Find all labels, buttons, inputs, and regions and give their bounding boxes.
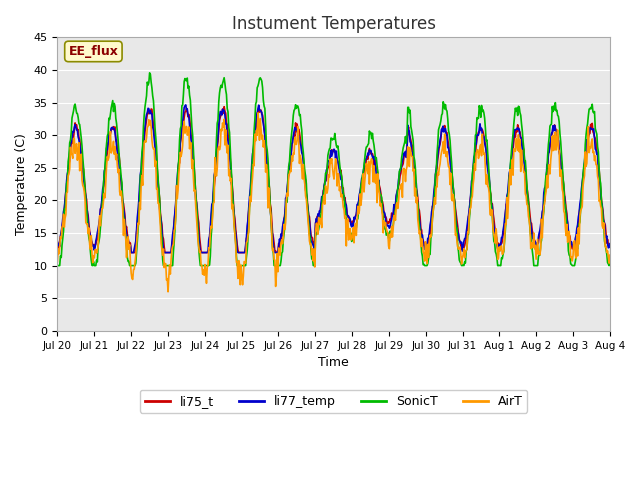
li77_temp — [177, 132, 185, 137]
SonicT — [54, 263, 61, 268]
li77_temp — [63, 170, 71, 176]
li77_temp — [54, 239, 61, 244]
X-axis label: Time: Time — [318, 356, 349, 369]
li75_t — [403, 149, 410, 155]
li77_temp — [182, 102, 189, 108]
Text: EE_flux: EE_flux — [68, 45, 118, 58]
AirT — [419, 240, 426, 246]
AirT — [606, 252, 614, 258]
Title: Instument Temperatures: Instument Temperatures — [232, 15, 436, 33]
AirT — [254, 110, 262, 116]
Line: li75_t: li75_t — [58, 107, 610, 252]
li75_t — [419, 240, 426, 245]
AirT — [54, 259, 61, 264]
Legend: li75_t, li77_temp, SonicT, AirT: li75_t, li77_temp, SonicT, AirT — [140, 390, 527, 413]
li77_temp — [419, 232, 426, 238]
SonicT — [606, 260, 614, 266]
SonicT — [177, 123, 185, 129]
SonicT — [63, 178, 71, 183]
li75_t — [127, 250, 135, 255]
SonicT — [120, 216, 128, 222]
li77_temp — [403, 155, 410, 160]
SonicT — [207, 253, 214, 259]
li75_t — [606, 244, 614, 250]
Line: AirT: AirT — [58, 113, 610, 292]
SonicT — [402, 133, 410, 139]
AirT — [177, 154, 185, 159]
Line: li77_temp: li77_temp — [58, 105, 610, 252]
li75_t — [54, 240, 61, 245]
AirT — [207, 231, 214, 237]
li77_temp — [127, 250, 135, 255]
AirT — [164, 289, 172, 295]
AirT — [403, 167, 410, 173]
AirT — [63, 189, 71, 195]
li75_t — [120, 207, 128, 213]
li77_temp — [606, 241, 614, 247]
li75_t — [177, 135, 185, 141]
SonicT — [146, 70, 154, 76]
li77_temp — [207, 211, 215, 217]
AirT — [120, 216, 128, 222]
li75_t — [63, 174, 71, 180]
Y-axis label: Temperature (C): Temperature (C) — [15, 133, 28, 235]
Line: SonicT: SonicT — [58, 73, 610, 265]
SonicT — [418, 249, 426, 255]
li75_t — [207, 231, 214, 237]
li77_temp — [120, 210, 128, 216]
li75_t — [220, 104, 228, 109]
